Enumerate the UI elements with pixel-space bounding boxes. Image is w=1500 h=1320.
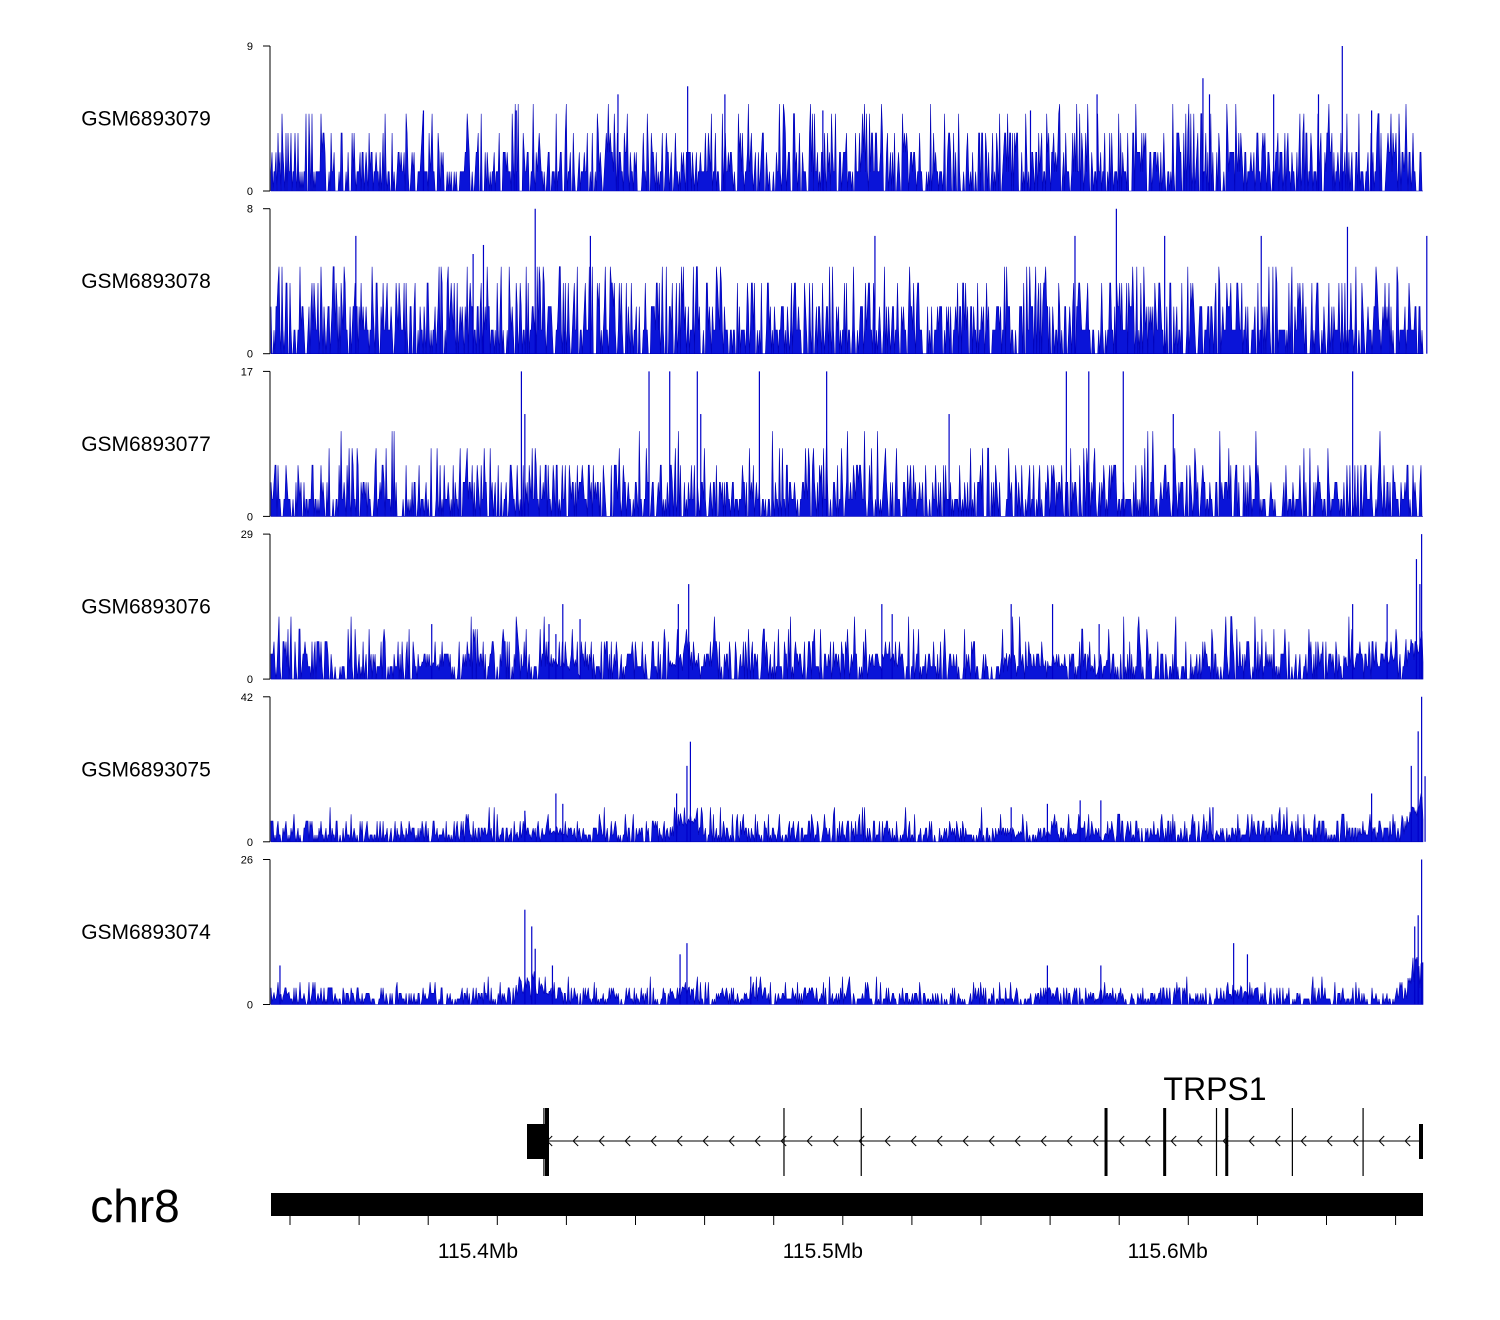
x-tick-label: 115.4Mb <box>438 1240 518 1263</box>
strand-arrow <box>650 1135 657 1147</box>
gene-exon <box>1163 1108 1167 1176</box>
strand-arrow <box>988 1135 995 1147</box>
track-name: GSM6893078 <box>81 270 211 293</box>
y-min-label: 0 <box>247 349 253 361</box>
gene-label-trps1: TRPS1 <box>1163 1071 1266 1107</box>
strand-arrow <box>1144 1135 1151 1147</box>
chromosome-label: chr8 <box>90 1180 179 1232</box>
strand-arrow <box>572 1135 579 1147</box>
gene-exon <box>545 1108 549 1176</box>
y-min-label: 0 <box>247 674 253 686</box>
gene-exon <box>1291 1108 1293 1176</box>
track-GSM6893077: 17 0 GSM6893077 <box>81 366 1423 523</box>
coverage-area <box>270 957 1424 1005</box>
strand-arrow <box>1118 1135 1125 1147</box>
y-max-label: 29 <box>241 529 253 541</box>
strand-arrow <box>1066 1135 1073 1147</box>
coverage-tracks: 9 0 GSM6893079 8 0 GSM6893078 17 0 GSM6893077 29 0… <box>81 41 1428 1012</box>
strand-arrow <box>624 1135 631 1147</box>
coverage-area <box>270 266 1424 354</box>
y-max-label: 8 <box>247 204 253 216</box>
strand-arrow <box>1404 1135 1411 1147</box>
strand-arrow <box>728 1135 735 1147</box>
gene-utr-block <box>527 1124 547 1159</box>
track-GSM6893075: 42 0 GSM6893075 <box>81 692 1426 849</box>
strand-arrow <box>754 1135 761 1147</box>
track-name: GSM6893077 <box>81 433 211 456</box>
track-name: GSM6893075 <box>81 758 211 781</box>
chromosome-axis: chr8 115.4Mb 115.5Mb 115.6Mb <box>90 1180 1423 1263</box>
strand-arrow <box>1274 1135 1281 1147</box>
gene-exon <box>1362 1108 1364 1176</box>
strand-arrow <box>1040 1135 1047 1147</box>
coverage-area <box>270 793 1424 843</box>
gene-utr-block <box>1419 1124 1423 1159</box>
gene-exon <box>1225 1108 1229 1176</box>
strand-arrow <box>1196 1135 1203 1147</box>
gene-exon <box>783 1108 785 1176</box>
x-tick-label: 115.5Mb <box>783 1240 863 1263</box>
gene-exon <box>860 1108 862 1176</box>
strand-arrow <box>962 1135 969 1147</box>
y-max-label: 9 <box>247 41 253 53</box>
y-max-label: 17 <box>241 366 253 378</box>
strand-arrow <box>884 1135 891 1147</box>
gene-exon <box>1215 1108 1218 1176</box>
track-GSM6893076: 29 0 GSM6893076 <box>81 529 1424 686</box>
track-name: GSM6893076 <box>81 596 211 619</box>
track-name: GSM6893079 <box>81 108 211 131</box>
strand-arrow <box>598 1135 605 1147</box>
y-min-label: 0 <box>247 186 253 198</box>
strand-arrow <box>1170 1135 1177 1147</box>
y-max-label: 42 <box>241 692 253 704</box>
strand-arrow <box>1300 1135 1307 1147</box>
strand-arrow <box>1352 1135 1359 1147</box>
strand-arrow <box>1014 1135 1021 1147</box>
strand-arrow <box>1092 1135 1099 1147</box>
gene-exon <box>543 1108 545 1176</box>
coverage-area <box>270 103 1423 192</box>
y-min-label: 0 <box>247 837 253 849</box>
coverage-area <box>270 431 1423 517</box>
strand-arrow <box>806 1135 813 1147</box>
strand-arrow <box>1326 1135 1333 1147</box>
strand-arrow <box>1248 1135 1255 1147</box>
strand-arrow <box>1378 1135 1385 1147</box>
track-name: GSM6893074 <box>81 921 211 944</box>
strand-arrow <box>676 1135 683 1147</box>
strand-arrow <box>702 1135 709 1147</box>
strand-arrow <box>858 1135 865 1147</box>
chromosome-bar <box>271 1193 1423 1216</box>
track-GSM6893074: 26 0 GSM6893074 <box>81 855 1424 1012</box>
track-GSM6893078: 8 0 GSM6893078 <box>81 204 1428 361</box>
gene-track: TRPS1 <box>527 1071 1423 1176</box>
coverage-area <box>270 616 1424 680</box>
y-min-label: 0 <box>247 1000 253 1012</box>
strand-arrow <box>910 1135 917 1147</box>
strand-arrow <box>936 1135 943 1147</box>
y-min-label: 0 <box>247 511 253 523</box>
track-GSM6893079: 9 0 GSM6893079 <box>81 41 1423 198</box>
strand-arrow <box>832 1135 839 1147</box>
y-max-label: 26 <box>241 855 253 867</box>
gene-exon <box>1104 1108 1108 1176</box>
x-tick-label: 115.6Mb <box>1128 1240 1208 1263</box>
